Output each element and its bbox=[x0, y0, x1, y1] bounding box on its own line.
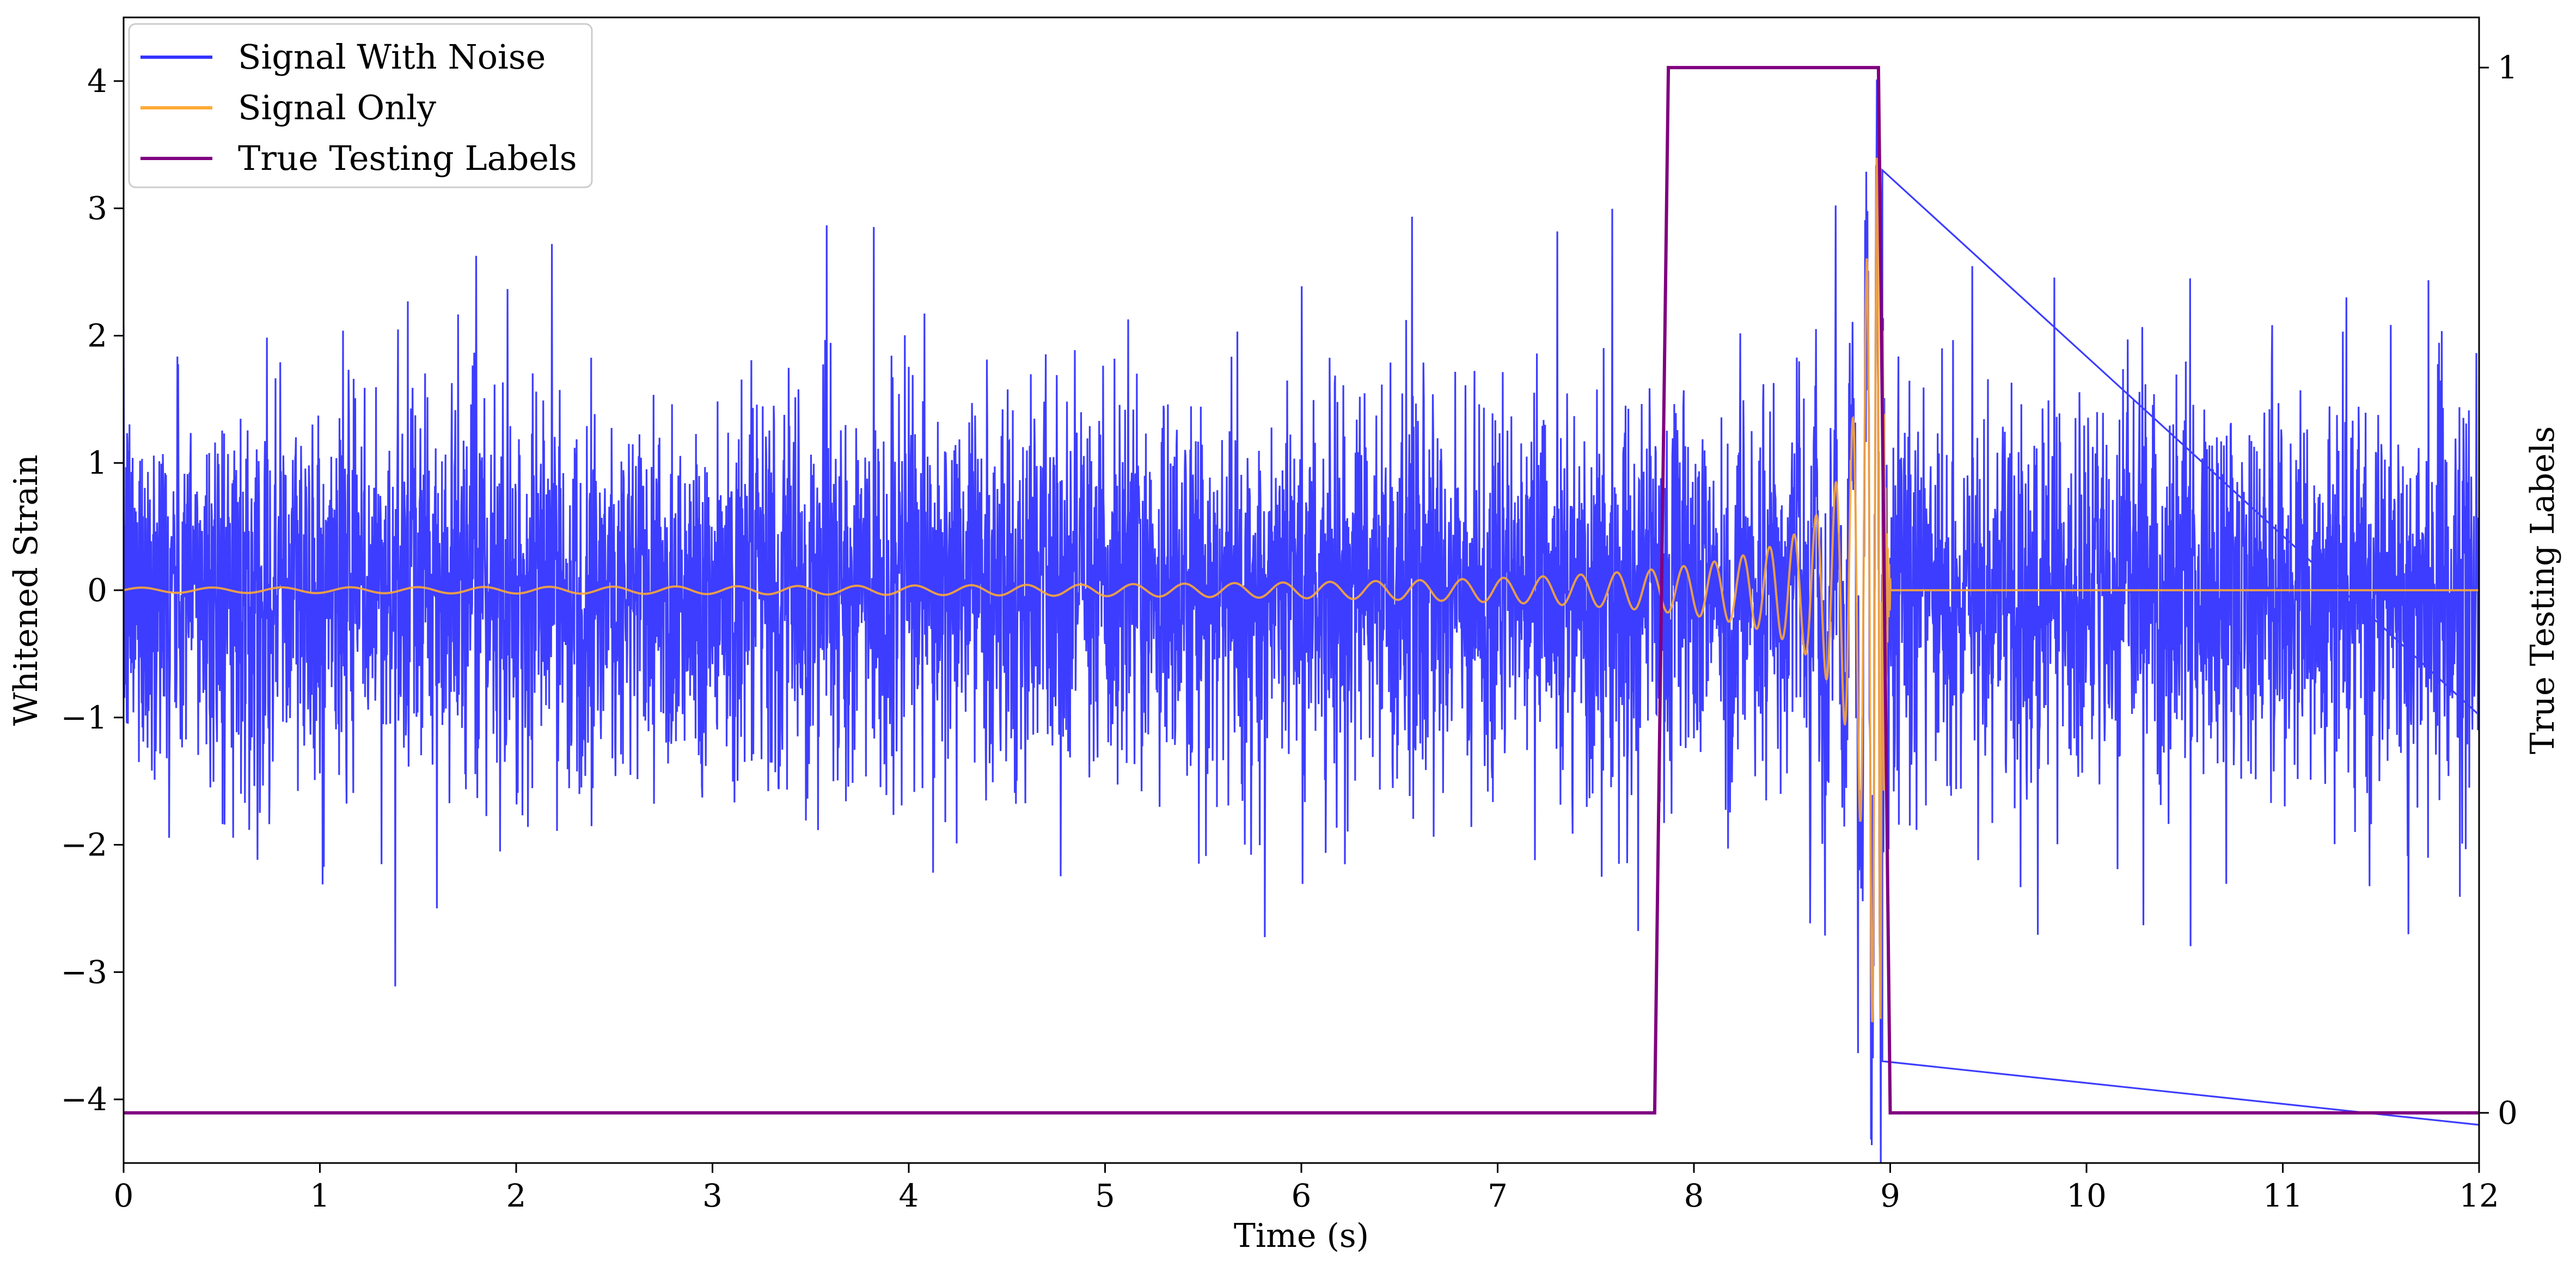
y-tick-label: −4 bbox=[61, 1081, 108, 1118]
series-true-testing-labels bbox=[124, 66, 2479, 1115]
x-tick-label: 4 bbox=[899, 1177, 919, 1214]
y-tick-label: −3 bbox=[61, 953, 108, 990]
x-tick-label: 12 bbox=[2459, 1177, 2499, 1214]
series-signal-with-noise bbox=[124, 79, 2479, 1163]
y2-tick-label: 1 bbox=[2498, 49, 2518, 86]
y-axis-title: Whitened Strain bbox=[7, 455, 45, 726]
x-tick-label: 11 bbox=[2263, 1177, 2303, 1214]
legend-label: True Testing Labels bbox=[238, 138, 577, 178]
x-tick-label: 1 bbox=[310, 1177, 330, 1214]
y2-axis-title: True Testing Labels bbox=[2524, 426, 2562, 755]
y-tick-label: 1 bbox=[87, 444, 107, 481]
y-tick-label: 4 bbox=[87, 63, 107, 100]
y-tick-label: 3 bbox=[87, 190, 107, 227]
x-axis-title: Time (s) bbox=[1234, 1217, 1369, 1255]
x-tick-label: 3 bbox=[702, 1177, 723, 1214]
series-signal-only bbox=[124, 157, 2479, 1023]
y-tick-label: −1 bbox=[61, 699, 108, 736]
legend-box bbox=[128, 23, 593, 188]
y-tick-label: 2 bbox=[87, 317, 107, 354]
x-tick-label: 5 bbox=[1095, 1177, 1115, 1214]
x-tick-label: 6 bbox=[1292, 1177, 1312, 1214]
y-tick-label: 0 bbox=[87, 572, 107, 609]
x-tick-label: 10 bbox=[2066, 1177, 2107, 1214]
legend-label: Signal Only bbox=[238, 88, 436, 127]
x-tick-label: 2 bbox=[506, 1177, 527, 1214]
y2-tick-label: 0 bbox=[2498, 1094, 2518, 1131]
y-tick-label: −2 bbox=[61, 827, 108, 864]
legend: Signal With Noise Signal Only True Testing… bbox=[128, 23, 593, 188]
x-tick-label: 0 bbox=[114, 1177, 134, 1214]
x-tick-label: 8 bbox=[1684, 1177, 1704, 1214]
x-tick-label: 9 bbox=[1880, 1177, 1900, 1214]
x-tick-label: 7 bbox=[1488, 1177, 1508, 1214]
legend-label: Signal With Noise bbox=[238, 37, 546, 77]
